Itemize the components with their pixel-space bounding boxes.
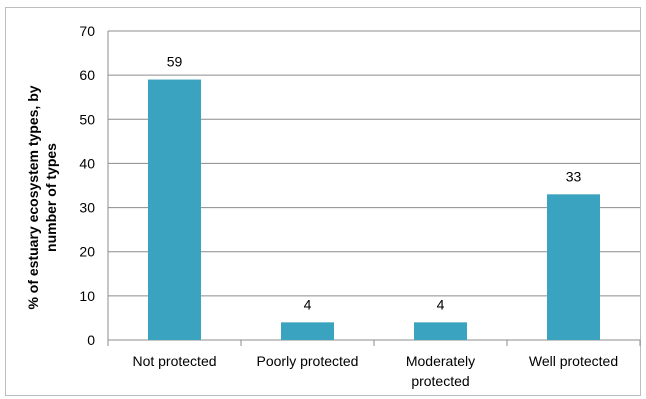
y-tick-label: 10	[79, 288, 95, 304]
category-labels: Not protected Poorly protected Moderately p…	[132, 353, 618, 389]
data-label: 59	[167, 54, 183, 70]
category-label: Poorly protected	[257, 353, 359, 369]
y-axis-title-line: number of types	[43, 143, 59, 252]
y-tick-label: 60	[79, 67, 95, 83]
category-label: Moderately	[406, 353, 475, 369]
y-tick-labels: 0 10 20 30 40 50 60 70	[79, 23, 95, 348]
y-tick-label: 0	[87, 332, 95, 348]
y-tick-label: 30	[79, 200, 95, 216]
bars	[148, 79, 600, 341]
bar	[414, 322, 467, 340]
category-label: protected	[411, 373, 469, 389]
bar	[148, 79, 201, 341]
bar	[281, 322, 334, 340]
y-tick-label: 50	[79, 111, 95, 127]
y-tick-label: 20	[79, 244, 95, 260]
y-axis-title: % of estuary ecosystem types, by number o…	[25, 85, 59, 309]
y-axis-title-line: % of estuary ecosystem types, by	[25, 85, 41, 309]
data-label: 4	[304, 296, 312, 312]
category-label: Not protected	[132, 353, 216, 369]
data-label: 33	[566, 168, 582, 184]
y-tick-label: 40	[79, 155, 95, 171]
data-label: 4	[437, 296, 445, 312]
data-labels: 59 4 4 33	[167, 54, 582, 313]
y-tick-label: 70	[79, 23, 95, 39]
bar	[547, 194, 600, 340]
category-label: Well protected	[529, 353, 618, 369]
